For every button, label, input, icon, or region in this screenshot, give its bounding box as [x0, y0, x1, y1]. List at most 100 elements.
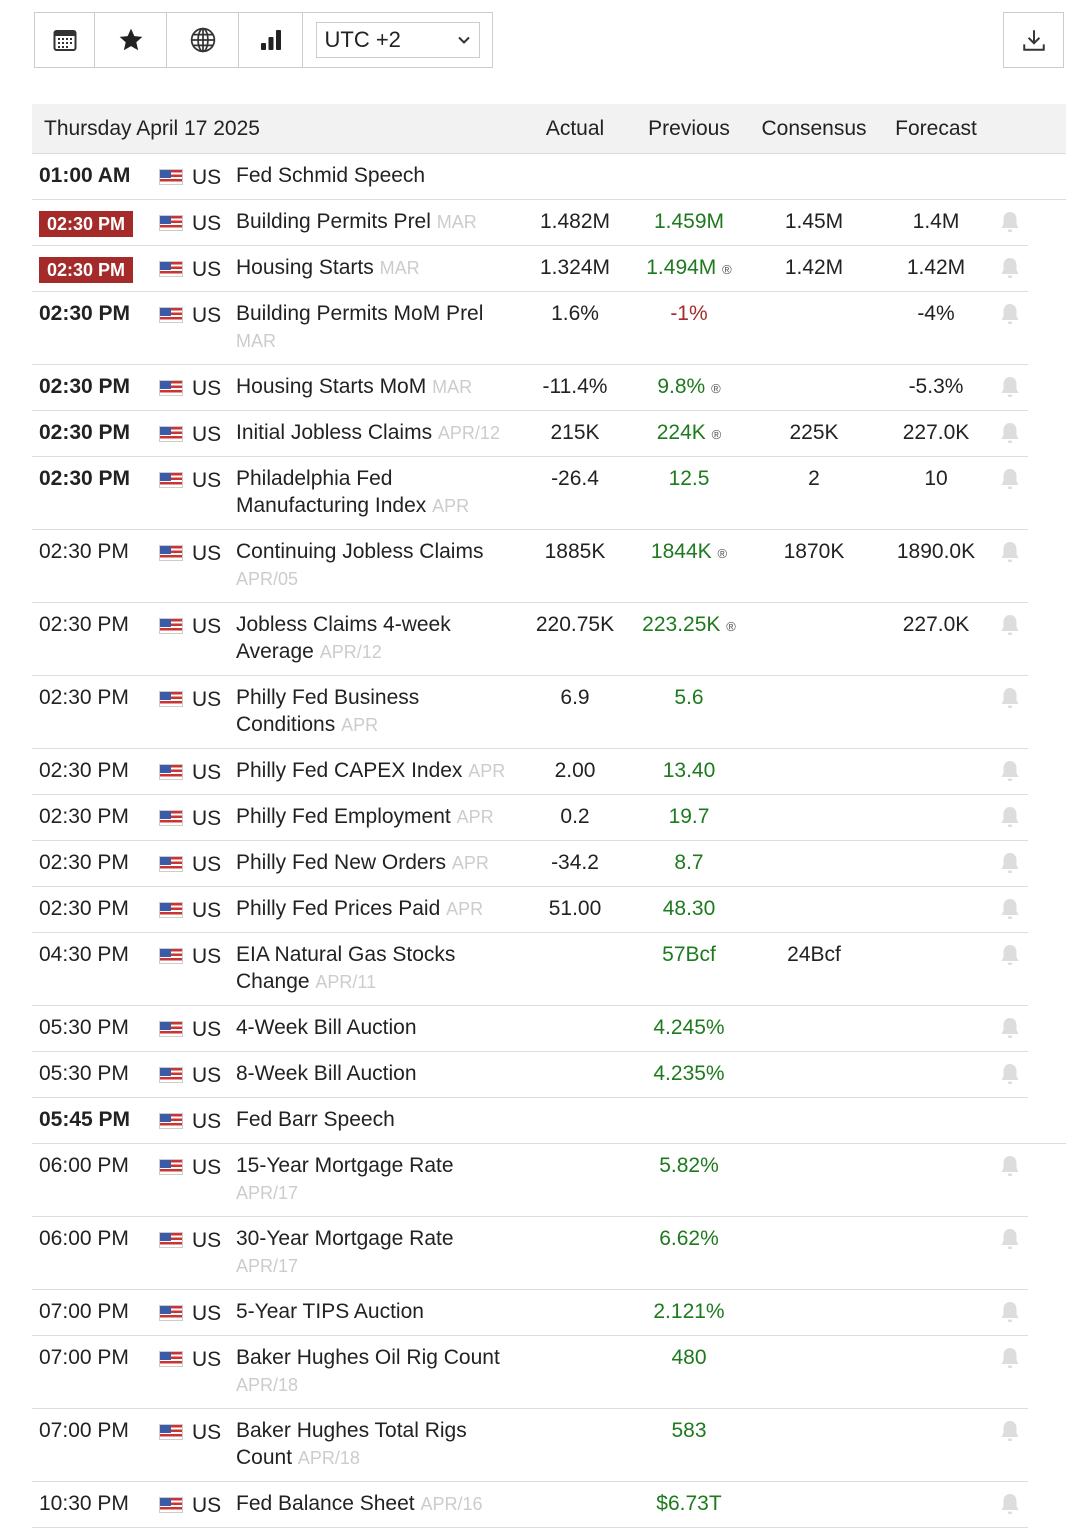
event-row[interactable]: 02:30 PM US Jobless Claims 4-week Averag…: [32, 603, 1028, 676]
event-period: APR/11: [315, 972, 377, 992]
event-row[interactable]: 02:30 PM US Continuing Jobless Claims AP…: [32, 530, 1028, 603]
event-row[interactable]: 02:30 PM US Building Permits MoM Prel MA…: [32, 292, 1028, 365]
event-period: APR/18: [236, 1375, 299, 1395]
bell-alert-icon[interactable]: [1000, 210, 1020, 234]
event-row[interactable]: 05:30 PM US 4-Week Bill Auction 4.245%: [32, 1006, 1028, 1052]
favorites-button[interactable]: [95, 13, 167, 67]
bell-alert-icon[interactable]: [1000, 467, 1020, 491]
event-name[interactable]: 5-Year TIPS Auction: [236, 1300, 424, 1323]
bell-alert-icon[interactable]: [1000, 1154, 1020, 1178]
bell-alert-icon[interactable]: [1000, 1062, 1020, 1086]
bell-alert-icon[interactable]: [1000, 1419, 1020, 1443]
revised-icon: ®: [726, 619, 736, 634]
event-name[interactable]: EIA Natural Gas Stocks Change: [236, 943, 456, 993]
event-name[interactable]: 15-Year Mortgage Rate: [236, 1154, 454, 1177]
event-name[interactable]: Philly Fed Business Conditions: [236, 686, 420, 736]
bell-alert-icon[interactable]: [1000, 1016, 1020, 1040]
event-row[interactable]: 02:30 PM US Initial Jobless Claims APR/1…: [32, 411, 1028, 457]
event-row[interactable]: 05:45 PM US Fed Barr Speech: [32, 1098, 1066, 1144]
bell-alert-icon[interactable]: [1000, 1346, 1020, 1370]
event-name[interactable]: Fed Schmid Speech: [236, 164, 426, 187]
bell-alert-icon[interactable]: [1000, 375, 1020, 399]
event-row[interactable]: 01:00 AM US Fed Schmid Speech: [32, 154, 1066, 200]
event-row[interactable]: 05:30 PM US 8-Week Bill Auction 4.235%: [32, 1052, 1028, 1098]
event-row[interactable]: 07:00 PM US Baker Hughes Oil Rig Count AP…: [32, 1336, 1028, 1409]
event-name[interactable]: Philadelphia Fed Manufacturing Index: [236, 467, 427, 517]
consensus-value: 1870K: [783, 540, 845, 563]
event-name-cell: Housing Starts MoM MAR: [236, 373, 520, 401]
event-country: US: [192, 1110, 222, 1133]
event-name[interactable]: Housing Starts: [236, 256, 374, 279]
bell-alert-icon[interactable]: [1000, 302, 1020, 326]
previous-value-cell: 1.459M: [624, 208, 754, 235]
event-name[interactable]: Housing Starts MoM: [236, 375, 427, 398]
previous-value: 48.30: [662, 897, 716, 920]
us-flag-icon: [159, 1067, 183, 1083]
event-row[interactable]: 02:30 PM US Housing Starts MAR 1.324M 1.49…: [32, 246, 1028, 292]
calendar-button[interactable]: [35, 13, 95, 67]
event-name[interactable]: Philly Fed New Orders: [236, 851, 447, 874]
actual-value: 51.00: [548, 897, 602, 920]
timezone-select[interactable]: UTC +2: [315, 22, 480, 58]
event-row[interactable]: 06:00 PM US 30-Year Mortgage Rate APR/17 6…: [32, 1217, 1028, 1290]
event-country: US: [192, 1421, 222, 1444]
event-row[interactable]: 02:30 PM US Housing Starts MoM MAR -11.4%…: [32, 365, 1028, 411]
bell-alert-icon[interactable]: [1000, 805, 1020, 829]
previous-value: 8.7: [674, 851, 704, 874]
event-row[interactable]: 02:30 PM US Philly Fed CAPEX Index APR 2.…: [32, 749, 1028, 795]
consensus-value: 1.45M: [784, 210, 844, 233]
event-period: APR: [468, 761, 506, 781]
bell-alert-icon[interactable]: [1000, 943, 1020, 967]
forecast-value: 10: [924, 467, 948, 490]
bell-alert-icon[interactable]: [1000, 1492, 1020, 1516]
event-name[interactable]: Baker Hughes Oil Rig Count: [236, 1346, 500, 1369]
actual-value: 2.00: [554, 759, 596, 782]
importance-button[interactable]: [239, 13, 303, 67]
event-row[interactable]: 10:30 PM US Fed Balance Sheet APR/16 $6.7…: [32, 1482, 1028, 1528]
event-name[interactable]: Building Permits MoM Prel: [236, 302, 484, 325]
event-name[interactable]: Jobless Claims 4-week Average: [236, 613, 451, 663]
event-name-cell: 30-Year Mortgage Rate APR/17: [236, 1225, 520, 1280]
event-row[interactable]: 07:00 PM US 5-Year TIPS Auction 2.121%: [32, 1290, 1028, 1336]
bell-alert-icon[interactable]: [1000, 897, 1020, 921]
event-name[interactable]: Fed Barr Speech: [236, 1108, 395, 1131]
event-name[interactable]: Continuing Jobless Claims: [236, 540, 484, 563]
bell-alert-icon[interactable]: [1000, 1300, 1020, 1324]
event-row[interactable]: 02:30 PM US Philly Fed Employment APR 0.2…: [32, 795, 1028, 841]
bell-alert-icon[interactable]: [1000, 1227, 1020, 1251]
bell-alert-icon[interactable]: [1000, 851, 1020, 875]
event-row[interactable]: 02:30 PM US Philadelphia Fed Manufacturi…: [32, 457, 1028, 530]
event-row[interactable]: 02:30 PM US Philly Fed New Orders APR -34…: [32, 841, 1028, 887]
bell-alert-icon[interactable]: [1000, 759, 1020, 783]
event-name[interactable]: 4-Week Bill Auction: [236, 1016, 417, 1039]
download-button[interactable]: [1003, 12, 1064, 68]
bell-alert-icon[interactable]: [1000, 256, 1020, 280]
event-name[interactable]: Philly Fed Prices Paid: [236, 897, 441, 920]
event-name-cell: 4-Week Bill Auction: [236, 1014, 520, 1041]
event-country: US: [192, 304, 222, 327]
event-row[interactable]: 02:30 PM US Building Permits Prel MAR 1.4…: [32, 200, 1028, 246]
us-flag-icon: [159, 1424, 183, 1440]
bell-alert-icon[interactable]: [1000, 686, 1020, 710]
event-name[interactable]: 30-Year Mortgage Rate: [236, 1227, 454, 1250]
bell-alert-icon[interactable]: [1000, 540, 1020, 564]
event-name[interactable]: Philly Fed CAPEX Index: [236, 759, 463, 782]
event-row[interactable]: 04:30 PM US EIA Natural Gas Stocks Chang…: [32, 933, 1028, 1006]
event-row[interactable]: 07:00 PM US Baker Hughes Total Rigs Coun…: [32, 1409, 1028, 1482]
event-name[interactable]: 8-Week Bill Auction: [236, 1062, 417, 1085]
event-name[interactable]: Baker Hughes Total Rigs Count: [236, 1419, 467, 1469]
event-period: APR/17: [236, 1183, 299, 1203]
event-row[interactable]: 02:30 PM US Philly Fed Prices Paid APR 51…: [32, 887, 1028, 933]
us-flag-icon: [159, 215, 183, 231]
event-row[interactable]: 06:00 PM US 15-Year Mortgage Rate APR/17 5…: [32, 1144, 1028, 1217]
event-name[interactable]: Fed Balance Sheet: [236, 1492, 415, 1515]
event-name[interactable]: Building Permits Prel: [236, 210, 431, 233]
bell-alert-icon[interactable]: [1000, 421, 1020, 445]
event-name[interactable]: Initial Jobless Claims: [236, 421, 433, 444]
bell-alert-icon[interactable]: [1000, 613, 1020, 637]
event-row[interactable]: 02:30 PM US Philly Fed Business Conditio…: [32, 676, 1028, 749]
column-previous: Previous: [648, 116, 730, 140]
forecast-value: -4%: [917, 302, 955, 325]
event-name[interactable]: Philly Fed Employment: [236, 805, 451, 828]
countries-button[interactable]: [167, 13, 239, 67]
